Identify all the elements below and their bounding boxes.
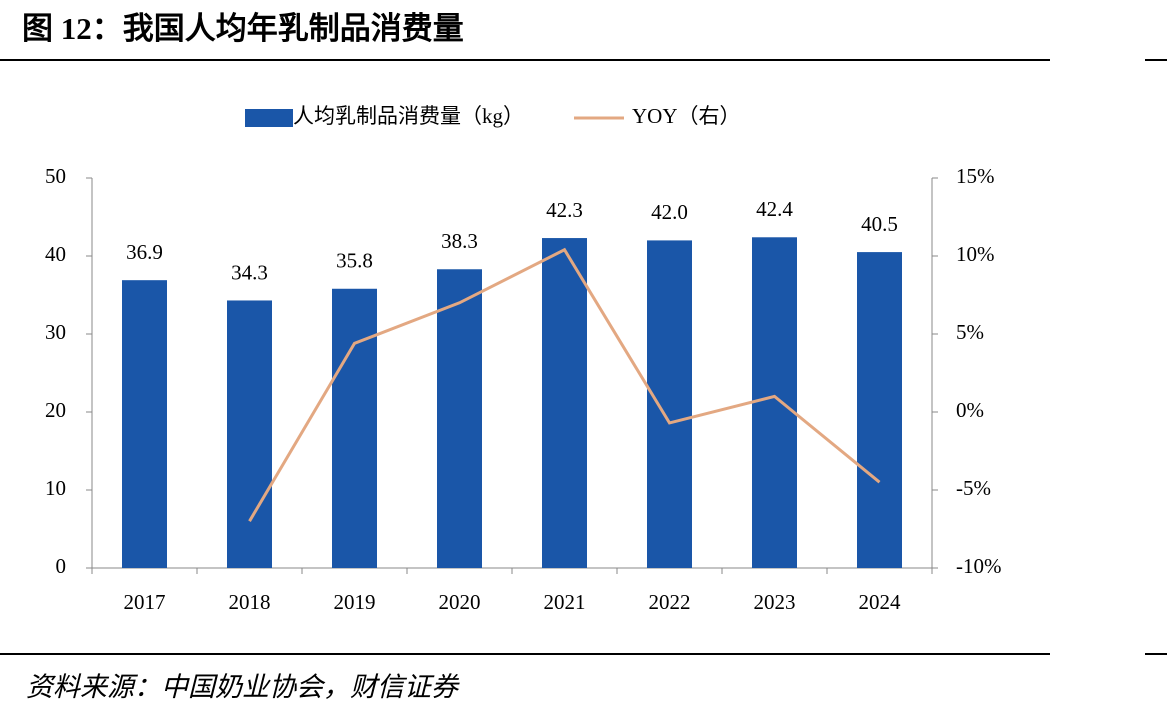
y2-tick-label: 0%: [956, 398, 984, 422]
bar: [857, 252, 902, 568]
line: [248, 247, 881, 522]
x-tick-label: 2018: [229, 590, 271, 614]
data-label: 38.3: [441, 229, 478, 253]
data-label: 36.9: [126, 240, 163, 264]
y-tick-label: 20: [45, 398, 66, 422]
data-label: 42.0: [651, 200, 688, 224]
chart-title: 图 12：我国人均年乳制品消费量: [22, 11, 464, 46]
x-tick-label: 2022: [649, 590, 691, 614]
source-note: 资料来源：中国奶业协会，财信证券: [26, 672, 460, 702]
x-tick-label: 2020: [439, 590, 481, 614]
x-tick-label: 2023: [754, 590, 796, 614]
bar: [332, 288, 377, 568]
legend-swatch: [245, 109, 293, 127]
data-label: 42.3: [546, 198, 583, 222]
y-tick-label: 10: [45, 476, 66, 500]
data-label: 34.3: [231, 260, 268, 284]
y-tick-label: 50: [45, 164, 66, 188]
x-tick-label: 2019: [334, 590, 376, 614]
y2-tick-label: 15%: [956, 164, 995, 188]
bar: [227, 300, 272, 568]
y2-tick-label: 5%: [956, 320, 984, 344]
y-tick-label: 40: [45, 242, 66, 266]
x-tick-label: 2024: [859, 590, 902, 614]
bar: [122, 280, 167, 568]
data-label: 42.4: [756, 197, 793, 221]
x-tick-label: 2021: [544, 590, 586, 614]
legend-label: 人均乳制品消费量（kg）: [293, 104, 524, 128]
x-tick-label: 2017: [124, 590, 166, 614]
y2-tick-label: -10%: [956, 554, 1002, 578]
data-label: 35.8: [336, 249, 373, 273]
data-label: 40.5: [861, 212, 898, 236]
y-tick-label: 30: [45, 320, 66, 344]
legend-label: YOY（右）: [632, 104, 741, 128]
bar: [437, 269, 482, 568]
y2-tick-label: -5%: [956, 476, 991, 500]
bar: [647, 240, 692, 568]
bar: [752, 237, 797, 568]
bar: [542, 238, 587, 568]
y2-tick-label: 10%: [956, 242, 995, 266]
y-tick-label: 0: [56, 554, 67, 578]
